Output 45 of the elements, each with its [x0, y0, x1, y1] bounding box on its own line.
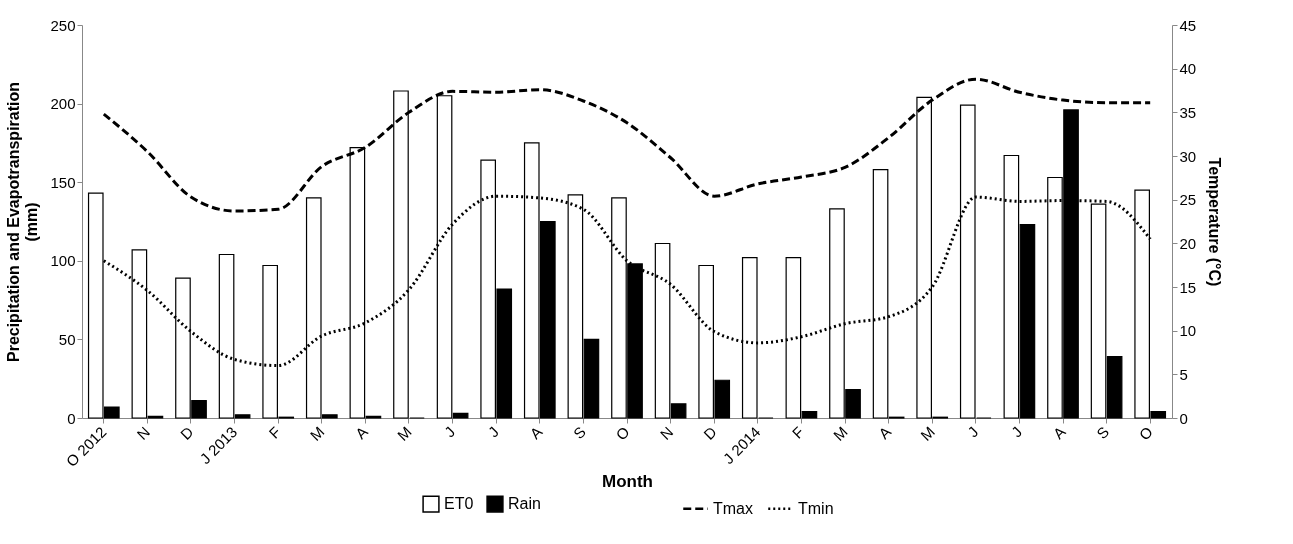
- y2-axis-title: Temperature (°C): [1206, 157, 1224, 287]
- legend-label: Rain: [508, 495, 541, 513]
- y-tick-label: 250: [50, 16, 76, 34]
- x-tick-label: O: [612, 423, 633, 444]
- legend-label: ET0: [444, 495, 474, 513]
- y2-tick-label: 5: [1179, 365, 1188, 383]
- y2-tick-label: 40: [1179, 60, 1197, 78]
- y-tick-label: 0: [67, 409, 76, 427]
- x-tick-label: M: [829, 423, 851, 444]
- legend-label: Tmax: [713, 499, 753, 517]
- x-tick-label: N: [133, 423, 154, 443]
- x-tick-label: F: [788, 423, 808, 442]
- y-tick-label: 50: [58, 330, 76, 348]
- y2-tick-label: 0: [1179, 409, 1188, 427]
- x-tick-label: N: [656, 423, 677, 443]
- x-tick-label: S: [1093, 423, 1113, 443]
- x-tick-label: A: [1049, 423, 1069, 443]
- y-tick-label: 200: [50, 95, 76, 113]
- y2-tick-label: 45: [1179, 16, 1197, 34]
- legend-label: Tmin: [798, 499, 834, 517]
- y2-tick-label: 30: [1179, 147, 1197, 165]
- x-tick-label: J: [964, 423, 982, 441]
- y-tick-label: 100: [50, 252, 76, 270]
- x-tick-label: A: [351, 423, 372, 443]
- x-tick-label: A: [875, 423, 895, 443]
- y2-tick-label: 10: [1179, 322, 1197, 340]
- y-tick-label: 150: [50, 173, 76, 191]
- y2-tick-label: 35: [1179, 103, 1197, 121]
- x-tick-label: M: [306, 423, 328, 444]
- y2-tick-label: 25: [1179, 191, 1197, 209]
- x-tick-label: M: [917, 423, 938, 444]
- y2-tick-label: 15: [1179, 278, 1197, 296]
- x-tick-label: D: [176, 423, 197, 443]
- x-tick-label: F: [265, 423, 284, 442]
- x-tick-label: D: [700, 423, 720, 443]
- x-tick-label: J: [1007, 423, 1026, 441]
- x-tick-label: O: [1135, 423, 1156, 444]
- x-tick-label: S: [569, 423, 590, 443]
- x-tick-label: M: [393, 423, 415, 444]
- x-tick-label: J: [484, 423, 502, 441]
- x-axis-title: Month: [602, 471, 653, 491]
- x-tick-label: J: [440, 423, 459, 441]
- y2-tick-label: 20: [1179, 234, 1197, 252]
- y-axis-title: Precipitation and Evapotranspiration (mm): [5, 81, 41, 363]
- x-tick-label: A: [526, 423, 546, 443]
